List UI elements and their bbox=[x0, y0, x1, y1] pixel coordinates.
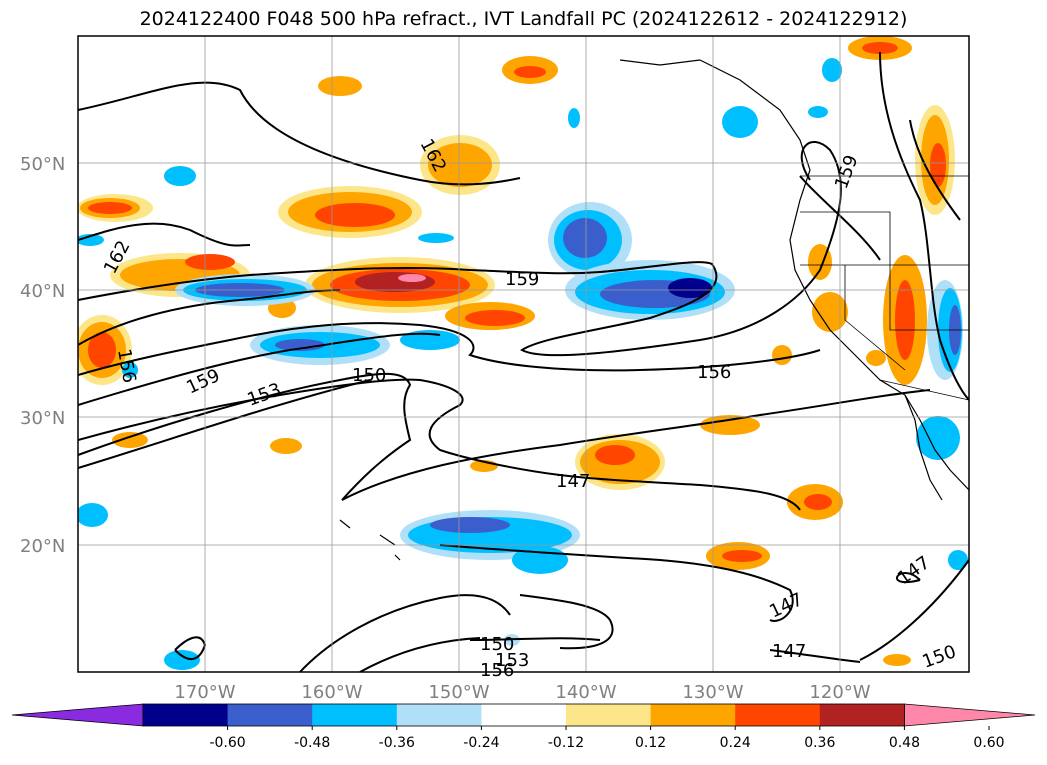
coastlines bbox=[339, 59, 969, 561]
lon-tick-label: 120°W bbox=[809, 682, 870, 703]
colorbar-tick-label: 0.36 bbox=[804, 735, 835, 751]
lon-tick-label: 160°W bbox=[301, 682, 362, 703]
colorbar-tick-label: -0.48 bbox=[294, 735, 330, 751]
colorbar-swatch bbox=[227, 704, 313, 726]
lat-tick-label: 30°N bbox=[20, 408, 65, 429]
plot-area bbox=[78, 36, 969, 672]
colorbar-extend-low bbox=[11, 703, 144, 727]
colorbar-outline bbox=[142, 703, 905, 727]
contour-label: 147 bbox=[772, 641, 806, 662]
colorbar-swatch bbox=[819, 704, 905, 726]
lon-tick-label: 140°W bbox=[555, 682, 616, 703]
colorbar: -0.60 -0.48 -0.36 -0.24 -0.12 0.12 0.24 0.36 0.4… bbox=[11, 703, 1036, 751]
map-title: 2024122400 F048 500 hPa refract., IVT La… bbox=[139, 8, 908, 30]
colorbar-tick-label: 0.48 bbox=[889, 735, 920, 751]
contour-label: 156 bbox=[480, 660, 514, 681]
lon-tick-label: 170°W bbox=[174, 682, 235, 703]
colorbar-extend-high bbox=[904, 703, 1036, 727]
colorbar-tick-label: 0.24 bbox=[720, 735, 751, 751]
longitude-labels: 170°W 160°W 150°W 140°W 130°W 120°W bbox=[174, 682, 870, 703]
colorbar-swatch bbox=[566, 704, 652, 726]
contour-label: 159 bbox=[505, 269, 539, 290]
colorbar-swatch bbox=[481, 704, 567, 726]
contour-label: 147 bbox=[556, 471, 590, 492]
colorbar-swatch bbox=[143, 704, 229, 726]
contour-label: 156 bbox=[697, 362, 731, 383]
latitude-labels: 20°N 30°N 40°N 50°N bbox=[20, 154, 65, 557]
contour-label: 153 bbox=[495, 650, 529, 671]
lat-tick-label: 40°N bbox=[20, 281, 65, 302]
colorbar-tick-label: -0.24 bbox=[463, 735, 499, 751]
lon-tick-label: 150°W bbox=[428, 682, 489, 703]
lon-tick-label: 130°W bbox=[682, 682, 743, 703]
graticule bbox=[78, 36, 969, 672]
colorbar-tick-label: -0.60 bbox=[209, 735, 245, 751]
plot-border bbox=[77, 35, 970, 673]
colorbar-swatch bbox=[735, 704, 821, 726]
colorbar-tick-label: -0.12 bbox=[548, 735, 584, 751]
height-contours bbox=[78, 51, 969, 672]
lat-tick-label: 20°N bbox=[20, 536, 65, 557]
colorbar-tick-label: 0.12 bbox=[635, 735, 666, 751]
colorbar-tick-label: 0.60 bbox=[973, 735, 1004, 751]
lat-tick-label: 50°N bbox=[20, 154, 65, 175]
colorbar-swatch bbox=[396, 704, 482, 726]
contour-label: 150 bbox=[352, 365, 386, 386]
contour-label: 150 bbox=[480, 634, 514, 655]
colorbar-tick-label: -0.36 bbox=[379, 735, 415, 751]
colorbar-swatch bbox=[312, 704, 398, 726]
colorbar-swatch bbox=[650, 704, 736, 726]
